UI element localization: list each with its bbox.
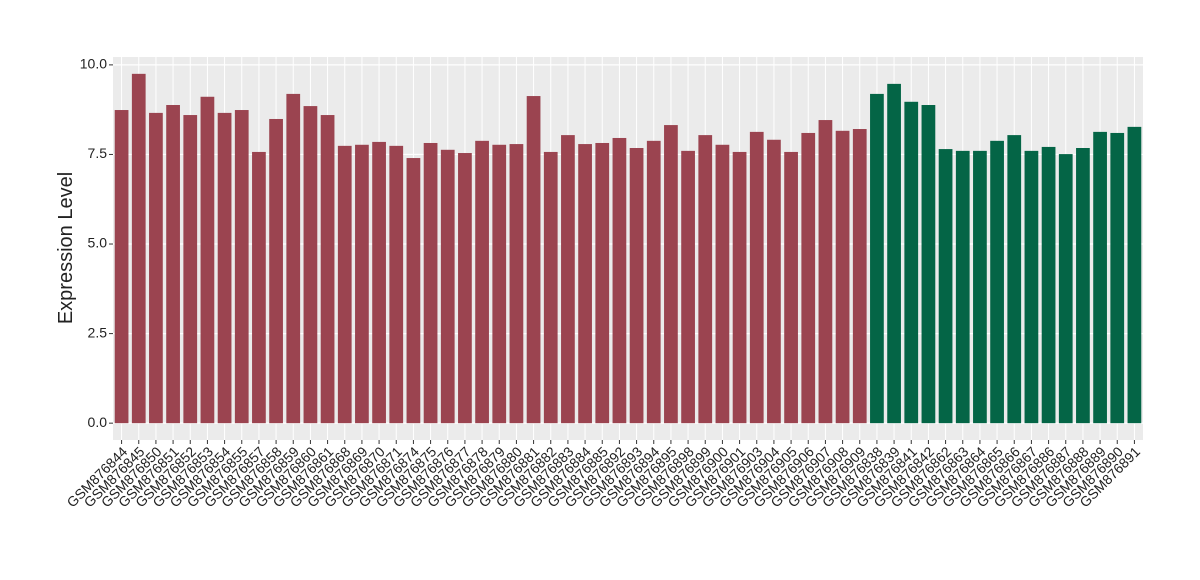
bar [406,158,421,424]
bar [166,105,180,424]
y-tick-label: 5.0 [88,235,108,251]
bar [921,105,936,424]
bar [938,149,953,424]
bar [1093,131,1107,424]
bar [423,142,438,424]
bar [749,131,764,424]
bar [990,140,1004,424]
bar [234,110,249,424]
bar [509,144,524,424]
bar [1024,150,1039,424]
bar [681,150,695,424]
bar [337,145,352,424]
bar [526,96,541,424]
bar [955,150,970,424]
bar [629,148,644,424]
bar [543,151,558,424]
y-tick-label: 10.0 [80,56,107,72]
bar [1007,135,1022,424]
bar [372,141,386,424]
bar [595,142,610,424]
bar [784,151,798,424]
bar [269,118,283,424]
bar [887,83,901,424]
bar [440,149,455,424]
y-tick-label: 7.5 [88,145,108,161]
y-tick-label: 2.5 [88,324,108,340]
bar [303,106,318,424]
bar [492,144,507,424]
bar [114,110,129,424]
bar [801,132,816,424]
bar [698,135,713,424]
bar [904,101,919,424]
bar [1058,154,1073,424]
bar [973,150,987,424]
bar [217,112,232,424]
bar [475,140,489,424]
bar [320,115,335,424]
plot-panel [113,57,1143,440]
bar [252,151,266,424]
bar [1041,146,1056,424]
bar [561,135,575,424]
bar [1127,126,1142,424]
bar [1110,132,1125,424]
bar [389,145,404,424]
bar [200,96,215,424]
bar [355,144,369,424]
bar [715,144,730,424]
bar [458,153,472,424]
bar [818,120,833,424]
bar [870,93,884,424]
bar [664,125,678,424]
bar [767,139,781,424]
bar [835,130,850,424]
y-tick-label: 0.0 [88,414,108,430]
bar [578,144,592,424]
bar [852,129,867,424]
bar [1076,148,1090,424]
y-axis-label: Expression Level [55,172,77,324]
bar [149,112,163,424]
bar [131,73,146,424]
bar [646,140,661,424]
bar [612,137,627,424]
bar [183,115,198,424]
bar [732,151,747,424]
bar [286,93,301,424]
